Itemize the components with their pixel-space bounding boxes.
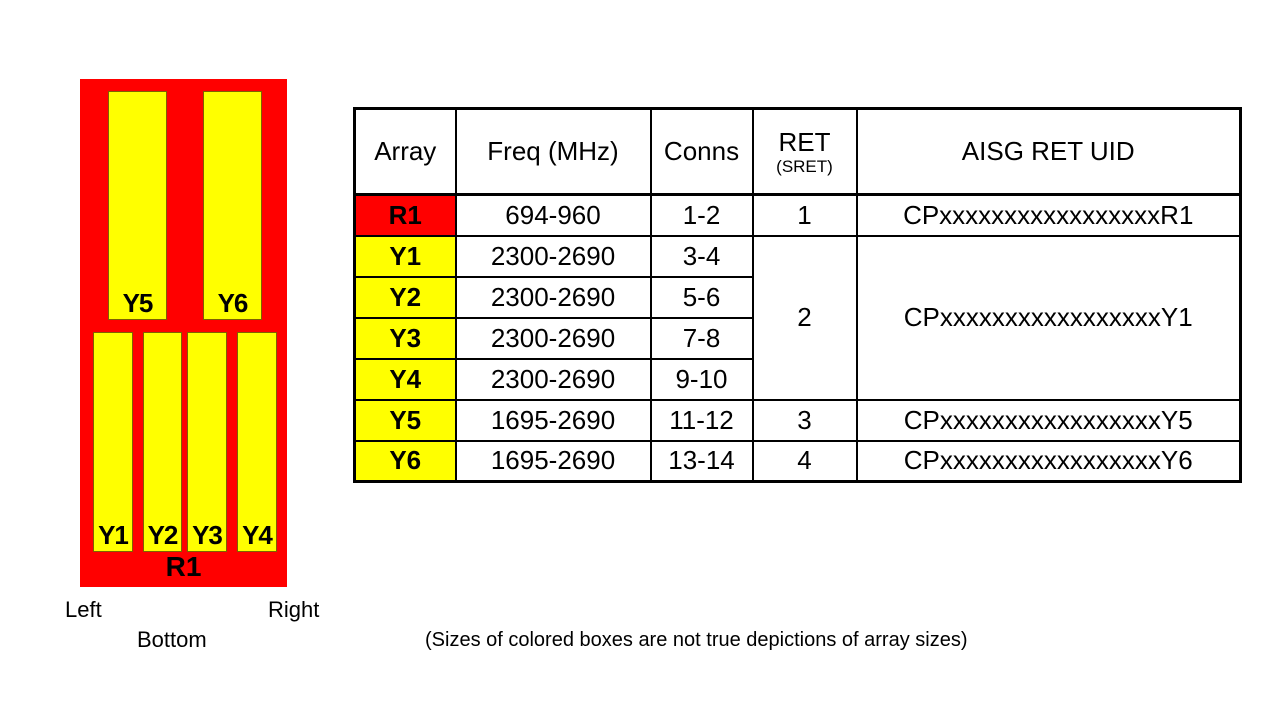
cell-freq: 2300-2690 [454, 275, 652, 319]
cell-array: Y5 [353, 398, 457, 442]
cell-array: R1 [353, 193, 457, 237]
cell-array: Y4 [353, 357, 457, 401]
cell-freq: 2300-2690 [454, 357, 652, 401]
cell-conns: 3-4 [649, 234, 754, 278]
antenna-array-diagram: Y5 Y6 Y1 Y2 Y3 Y4 R1 [80, 79, 287, 587]
cell-uid-merged: CPxxxxxxxxxxxxxxxxxY1 [855, 234, 1242, 401]
array-box-label: Y4 [242, 520, 273, 550]
orientation-label-bottom: Bottom [137, 627, 207, 652]
cell-freq: 1695-2690 [454, 398, 652, 442]
cell-freq: 694-960 [454, 193, 652, 237]
cell-conns: 9-10 [649, 357, 754, 401]
table-row-y6: Y6 1695-2690 13-14 4 CPxxxxxxxxxxxxxxxxx… [353, 439, 1242, 483]
cell-array: Y3 [353, 316, 457, 360]
orientation-label-right: Right [268, 597, 320, 622]
array-box-r1-label: R1 [165, 551, 202, 582]
array-box-label: Y3 [192, 520, 223, 550]
col-header-ret-main: RET [778, 126, 831, 157]
cell-freq: 2300-2690 [454, 234, 652, 278]
cell-freq: 2300-2690 [454, 316, 652, 360]
col-header-array: Array [353, 107, 457, 196]
cell-array: Y2 [353, 275, 457, 319]
array-port-table: Array Freq (MHz) Conns RET (SRET) AISG R… [353, 107, 1242, 483]
array-box-y5: Y5 [108, 91, 167, 320]
array-box-label: Y1 [98, 520, 129, 550]
cell-uid: CPxxxxxxxxxxxxxxxxxY5 [855, 398, 1242, 442]
array-box-y2: Y2 [143, 332, 182, 552]
col-header-freq: Freq (MHz) [454, 107, 652, 196]
orientation-label-left: Left [65, 597, 102, 622]
size-disclaimer-note: (Sizes of colored boxes are not true dep… [425, 629, 968, 651]
array-box-label: Y6 [217, 288, 249, 318]
col-header-ret: RET (SRET) [751, 107, 858, 196]
table-row-y4: Y4 2300-2690 9-10 [353, 357, 1241, 401]
array-box-label: Y2 [147, 520, 179, 550]
cell-conns: 7-8 [649, 316, 754, 360]
cell-ret: 4 [751, 439, 858, 483]
cell-conns: 13-14 [649, 439, 754, 483]
cell-ret-merged: 2 [751, 234, 858, 401]
cell-conns: 5-6 [649, 275, 754, 319]
col-header-uid: AISG RET UID [855, 107, 1242, 196]
table-row-y2: Y2 2300-2690 5-6 [353, 275, 1241, 319]
table-row-r1: R1 694-960 1-2 1 CPxxxxxxxxxxxxxxxxxR1 [353, 193, 1242, 237]
cell-ret: 3 [751, 398, 858, 442]
table-header-row: Array Freq (MHz) Conns RET (SRET) AISG R… [353, 107, 1242, 196]
table-row-y3: Y3 2300-2690 7-8 [353, 316, 1241, 360]
col-header-ret-sub: (SRET) [776, 156, 833, 176]
cell-uid: CPxxxxxxxxxxxxxxxxxY6 [855, 439, 1242, 483]
cell-array: Y6 [353, 439, 457, 483]
cell-conns: 1-2 [649, 193, 754, 237]
array-box-y6: Y6 [203, 91, 262, 320]
array-box-y4: Y4 [237, 332, 277, 552]
table-row-y1: Y1 2300-2690 3-4 2 CPxxxxxxxxxxxxxxxxxY1 [353, 234, 1242, 401]
cell-conns: 11-12 [649, 398, 754, 442]
col-header-conns: Conns [649, 107, 754, 196]
array-box-label: Y5 [122, 288, 154, 318]
cell-uid: CPxxxxxxxxxxxxxxxxxR1 [855, 193, 1242, 237]
cell-ret: 1 [751, 193, 858, 237]
array-box-y1: Y1 [93, 332, 133, 552]
cell-freq: 1695-2690 [454, 439, 652, 483]
array-box-y3: Y3 [187, 332, 227, 552]
cell-array: Y1 [353, 234, 457, 278]
table-row-y5: Y5 1695-2690 11-12 3 CPxxxxxxxxxxxxxxxxx… [353, 398, 1242, 442]
